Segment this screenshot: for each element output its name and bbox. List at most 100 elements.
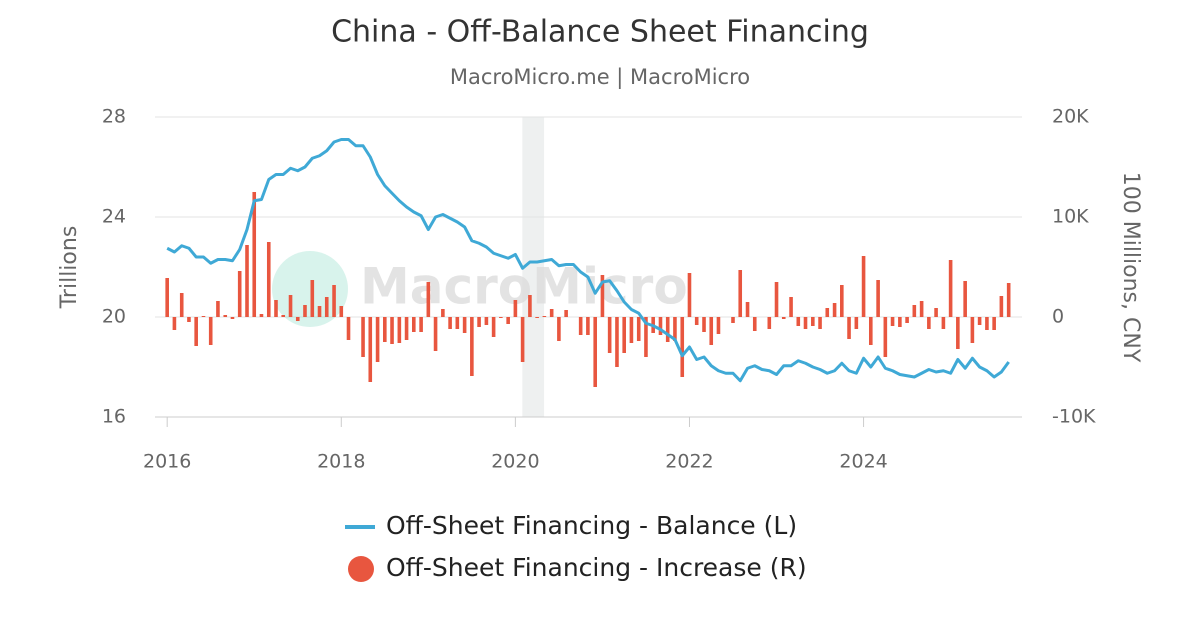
bar (985, 317, 989, 330)
bar (266, 242, 271, 317)
bar (658, 317, 663, 335)
bar (194, 317, 198, 346)
bar (593, 317, 598, 387)
bar (383, 317, 387, 342)
bar (803, 317, 808, 329)
bar (977, 317, 982, 325)
bar (825, 308, 830, 317)
bar (963, 281, 967, 317)
bar (586, 317, 590, 335)
bar (970, 317, 975, 343)
y-axis-title: Trillions (57, 226, 82, 310)
bar (310, 280, 315, 317)
bar (941, 317, 946, 329)
bar (448, 317, 452, 329)
bar (281, 315, 286, 317)
chart-title: China - Off-Balance Sheet Financing (331, 15, 869, 50)
bar (861, 256, 866, 317)
bar (477, 317, 481, 327)
bar (245, 245, 249, 317)
bar (542, 316, 547, 317)
bar (615, 317, 619, 367)
bar (919, 301, 924, 317)
bar (665, 317, 670, 342)
bar (622, 317, 626, 353)
bar (890, 317, 895, 326)
bar (789, 297, 793, 317)
bar (629, 317, 634, 343)
bar (324, 297, 329, 317)
bar (600, 275, 605, 317)
bar (506, 317, 510, 324)
bar (709, 317, 714, 345)
bar (934, 308, 938, 317)
bar (905, 317, 909, 323)
bar (346, 317, 351, 340)
bar (252, 192, 257, 317)
bar (361, 317, 365, 357)
line (166, 138, 1010, 383)
bar (455, 317, 460, 329)
bar (165, 278, 169, 317)
bar (339, 306, 344, 317)
bar (876, 280, 880, 317)
bar (564, 310, 568, 317)
legend-label: Off-Sheet Financing - Balance (L) (386, 511, 797, 540)
bar (484, 317, 489, 325)
bar (520, 317, 525, 362)
bar (673, 317, 677, 341)
bar (883, 317, 888, 357)
bar (491, 317, 496, 337)
bar (499, 317, 503, 318)
bar (208, 317, 213, 345)
bar (332, 285, 336, 317)
bar (317, 306, 322, 317)
bar (462, 317, 467, 333)
bar (731, 317, 735, 323)
bar (513, 300, 518, 317)
bar (1006, 283, 1011, 317)
shaded-period (522, 117, 545, 417)
bar (781, 317, 786, 319)
y2-tick-label: 10K (1052, 206, 1089, 228)
bar (201, 316, 206, 317)
bar (847, 317, 851, 339)
bar (767, 317, 772, 329)
bar (811, 317, 815, 326)
bar (702, 317, 706, 332)
bar (390, 317, 394, 344)
y-tick-label: 20 (102, 306, 126, 328)
y2-axis-title: 100 Millions, CNY (1118, 172, 1143, 363)
bar (745, 302, 750, 317)
bar (426, 282, 431, 317)
bar (368, 317, 373, 382)
legend-marker (348, 556, 374, 582)
bar (948, 260, 953, 317)
bar (898, 317, 902, 327)
bar (607, 317, 612, 353)
bar (956, 317, 960, 349)
bar (404, 317, 409, 340)
y-tick-label: 16 (102, 406, 126, 428)
bar (738, 270, 743, 317)
bar (216, 301, 220, 317)
x-tick-label: 2018 (317, 451, 365, 473)
x-tick-label: 2024 (839, 451, 887, 473)
x-tick-label: 2022 (665, 451, 713, 473)
bar (397, 317, 402, 343)
bar (840, 285, 844, 317)
bar (687, 273, 692, 317)
bar (288, 295, 293, 317)
chart-subtitle: MacroMicro.me | MacroMicro (450, 65, 750, 90)
bar (774, 282, 779, 317)
x-tick-label: 2020 (491, 451, 539, 473)
bar (223, 315, 228, 317)
y2-tick-label: -10K (1052, 406, 1096, 428)
bar (912, 305, 917, 317)
bar (999, 296, 1004, 317)
bar (854, 317, 859, 329)
y2-tick-label: 0 (1052, 306, 1064, 328)
bar (868, 317, 873, 345)
bar (528, 295, 532, 317)
